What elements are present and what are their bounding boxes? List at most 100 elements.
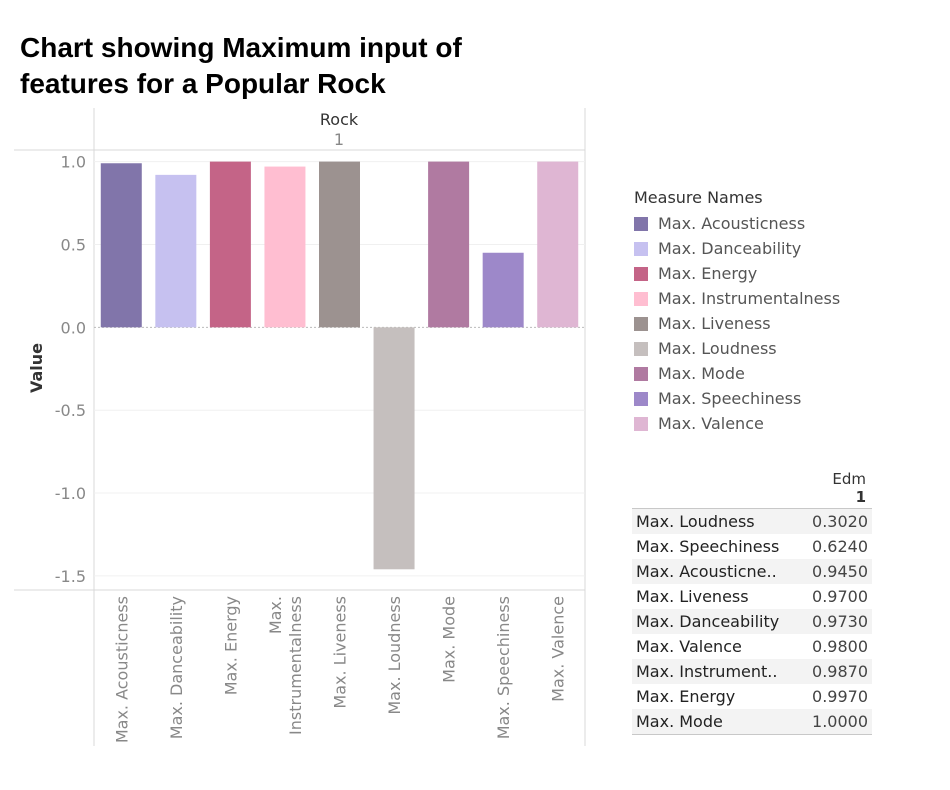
legend-item[interactable]: Max. Acousticness	[634, 211, 894, 236]
legend-label: Max. Energy	[658, 264, 758, 283]
legend: Measure Names Max. Acousticness Max. Danc…	[634, 188, 894, 436]
x-tick-label: Max. Mode	[440, 596, 459, 683]
legend-label: Max. Loudness	[658, 339, 777, 358]
table-row-name: Max. Valence	[636, 637, 742, 656]
legend-item[interactable]: Max. Danceability	[634, 236, 894, 261]
y-tick-label: 1.0	[61, 153, 86, 172]
legend-label: Max. Danceability	[658, 239, 802, 258]
table-row: Max. Valence 0.9800	[632, 634, 872, 659]
legend-swatch	[634, 391, 648, 406]
table-subheader-label: 1	[855, 488, 866, 506]
table-row-value: 1.0000	[812, 712, 868, 731]
legend-swatch	[634, 291, 648, 306]
y-tick-label: -0.5	[55, 401, 86, 420]
x-tick-label-line: Max. Liveness	[331, 596, 350, 709]
y-axis-label: Value	[27, 343, 46, 393]
legend-label: Max. Acousticness	[658, 214, 806, 233]
legend-label: Max. Instrumentalness	[658, 289, 841, 308]
column-subheader: 1	[334, 130, 344, 149]
chart-title: Chart showing Maximum input of features …	[20, 30, 540, 102]
x-tick-label: Max. Speechiness	[494, 596, 513, 739]
table-row: Max. Liveness 0.9700	[632, 584, 872, 609]
bar	[100, 163, 142, 328]
x-tick-label-line: Max.	[266, 596, 285, 634]
bar	[373, 327, 415, 570]
y-tick-label: -1.5	[55, 567, 86, 586]
legend-swatch	[634, 266, 648, 281]
table-row-value: 0.9450	[812, 562, 868, 581]
y-tick-label: 0.5	[61, 235, 86, 254]
table-row: Max. Acousticne.. 0.9450	[632, 559, 872, 584]
bar	[264, 166, 306, 328]
legend-item[interactable]: Max. Valence	[634, 411, 894, 436]
legend-swatch	[634, 241, 648, 256]
legend-item[interactable]: Max. Mode	[634, 361, 894, 386]
x-tick-label: Max. Danceability	[167, 596, 186, 739]
table-row-name: Max. Instrument..	[636, 662, 778, 681]
x-tick-label-line: Max. Energy	[221, 596, 240, 695]
chart-title-line-1: Chart showing Maximum input of	[20, 32, 462, 63]
table-row-value: 0.9870	[812, 662, 868, 681]
bar	[482, 252, 524, 328]
table-header-label: Edm	[832, 470, 866, 488]
legend-label: Max. Mode	[658, 364, 745, 383]
x-tick-label: Max.Instrumentalness	[266, 596, 305, 735]
x-tick-label-line: Max. Mode	[440, 596, 459, 683]
x-tick-label: Max. Acousticness	[112, 596, 131, 743]
legend-title: Measure Names	[634, 188, 763, 207]
table-row-name: Max. Loudness	[636, 512, 755, 531]
x-tick-label-line: Max. Acousticness	[112, 596, 131, 743]
legend-swatch	[634, 316, 648, 331]
legend-swatch	[634, 366, 648, 381]
bar	[537, 161, 579, 328]
table-row: Max. Danceability 0.9730	[632, 609, 872, 634]
table-row: Max. Mode 1.0000	[632, 709, 872, 734]
table-header: Edm 1	[632, 470, 872, 506]
table-row: Max. Energy 0.9970	[632, 684, 872, 709]
x-tick-label-line: Instrumentalness	[286, 596, 305, 735]
legend-label: Max. Valence	[658, 414, 764, 433]
x-tick-label-line: Max. Valence	[549, 596, 568, 702]
bar	[155, 174, 197, 328]
table-row-value: 0.9730	[812, 612, 868, 631]
legend-label: Max. Speechiness	[658, 389, 802, 408]
x-tick-label: Max. Valence	[549, 596, 568, 702]
legend-swatch	[634, 216, 648, 231]
table-row-value: 0.6240	[812, 537, 868, 556]
table-row-name: Max. Liveness	[636, 587, 749, 606]
table-row-value: 0.3020	[812, 512, 868, 531]
x-tick-label: Max. Loudness	[385, 596, 404, 715]
table-row: Max. Loudness 0.3020	[632, 509, 872, 534]
y-tick-label: -1.0	[55, 484, 86, 503]
legend-swatch	[634, 416, 648, 431]
x-tick-label-line: Max. Danceability	[167, 596, 186, 739]
table-row-value: 0.9800	[812, 637, 868, 656]
x-tick-label: Max. Energy	[221, 596, 240, 695]
legend-item[interactable]: Max. Speechiness	[634, 386, 894, 411]
bar	[428, 161, 470, 328]
table-row-value: 0.9700	[812, 587, 868, 606]
bar	[319, 161, 360, 328]
x-tick-label: Max. Liveness	[331, 596, 350, 709]
legend-item[interactable]: Max. Energy	[634, 261, 894, 286]
legend-swatch	[634, 341, 648, 356]
legend-item[interactable]: Max. Liveness	[634, 311, 894, 336]
edm-table: Edm 1 Max. Loudness 0.3020 Max. Speechines…	[632, 470, 872, 735]
table-row-name: Max. Energy	[636, 687, 736, 706]
table-row-name: Max. Acousticne..	[636, 562, 777, 581]
y-tick-label: 0.0	[61, 318, 86, 337]
legend-item[interactable]: Max. Instrumentalness	[634, 286, 894, 311]
column-header: Rock	[320, 110, 359, 129]
legend-item[interactable]: Max. Loudness	[634, 336, 894, 361]
bar	[209, 161, 251, 328]
x-tick-label-line: Max. Speechiness	[494, 596, 513, 739]
table-row-name: Max. Mode	[636, 712, 723, 731]
table-row-name: Max. Speechiness	[636, 537, 780, 556]
table-row: Max. Speechiness 0.6240	[632, 534, 872, 559]
table-row-value: 0.9970	[812, 687, 868, 706]
legend-label: Max. Liveness	[658, 314, 771, 333]
table-body: Max. Loudness 0.3020 Max. Speechiness 0.624…	[632, 508, 872, 735]
chart-title-line-2: features for a Popular Rock	[20, 68, 386, 99]
table-row: Max. Instrument.. 0.9870	[632, 659, 872, 684]
